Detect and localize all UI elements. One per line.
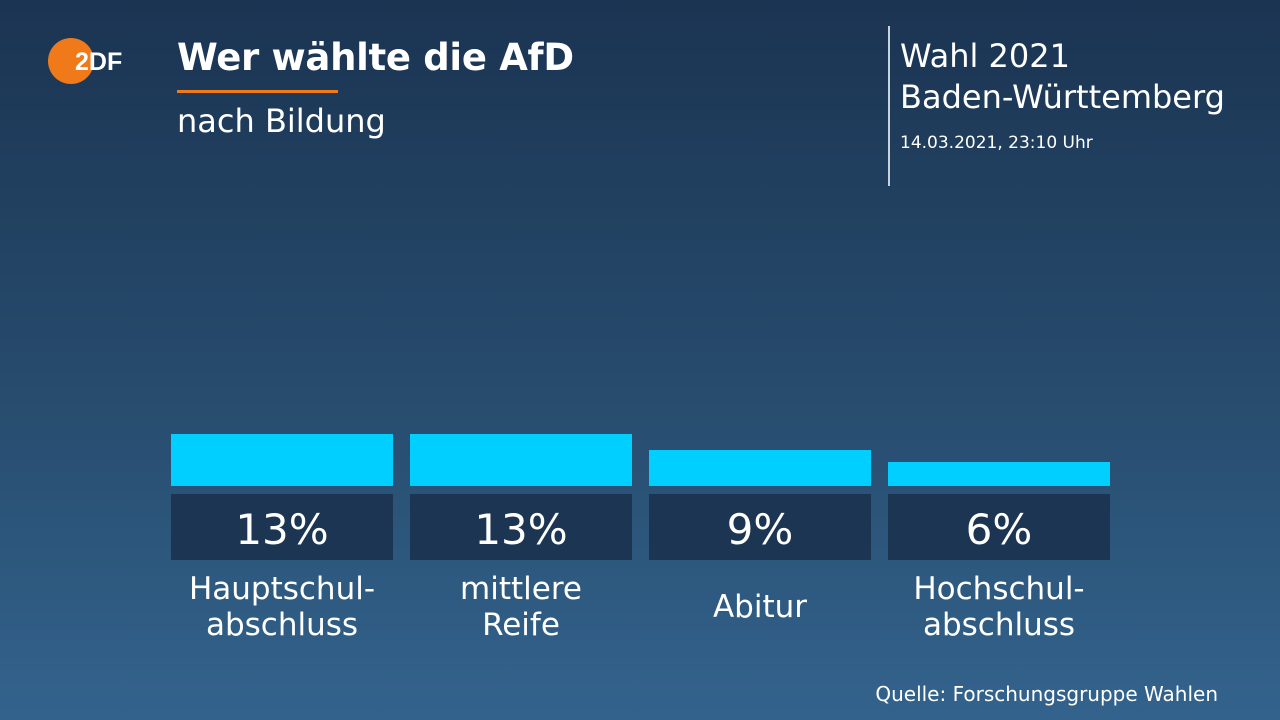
header-divider (888, 26, 890, 186)
chart-title: Wer wählte die AfD (177, 36, 574, 79)
category-label-1-line-2: abschluss (206, 607, 358, 643)
value-label-4: 6% (966, 505, 1033, 554)
value-label-2: 13% (474, 505, 567, 554)
category-label-1-line-1: Hauptschul- (189, 571, 375, 607)
bar-2 (410, 434, 632, 486)
value-box-2 (410, 494, 632, 560)
category-label-3-line-1: Abitur (713, 589, 807, 625)
value-label-3: 9% (727, 505, 794, 554)
election-info: Wahl 2021 Baden-Württemberg (900, 36, 1225, 118)
zdf-logo: 2DF (48, 38, 122, 84)
election-timestamp: 14.03.2021, 23:10 Uhr (900, 133, 1093, 153)
category-label-4-line-2: abschluss (923, 607, 1075, 643)
category-label-2-line-2: Reife (482, 607, 560, 643)
election-name: Wahl 2021 (900, 37, 1070, 75)
election-region: Baden-Württemberg (900, 78, 1225, 116)
title-underline (177, 90, 338, 93)
bar-1 (171, 434, 393, 486)
category-label-2-line-1: mittlere (460, 571, 582, 607)
value-box-4 (888, 494, 1110, 560)
value-box-3 (649, 494, 871, 560)
zdf-logo-text-left: 2DF (75, 48, 122, 76)
category-label-4-line-1: Hochschul- (913, 571, 1084, 607)
chart-subtitle: nach Bildung (177, 102, 386, 140)
value-box-1 (171, 494, 393, 560)
bar-4 (888, 462, 1110, 486)
value-label-1: 13% (235, 505, 328, 554)
bar-3 (649, 450, 871, 486)
source-note: Quelle: Forschungsgruppe Wahlen (875, 682, 1218, 706)
